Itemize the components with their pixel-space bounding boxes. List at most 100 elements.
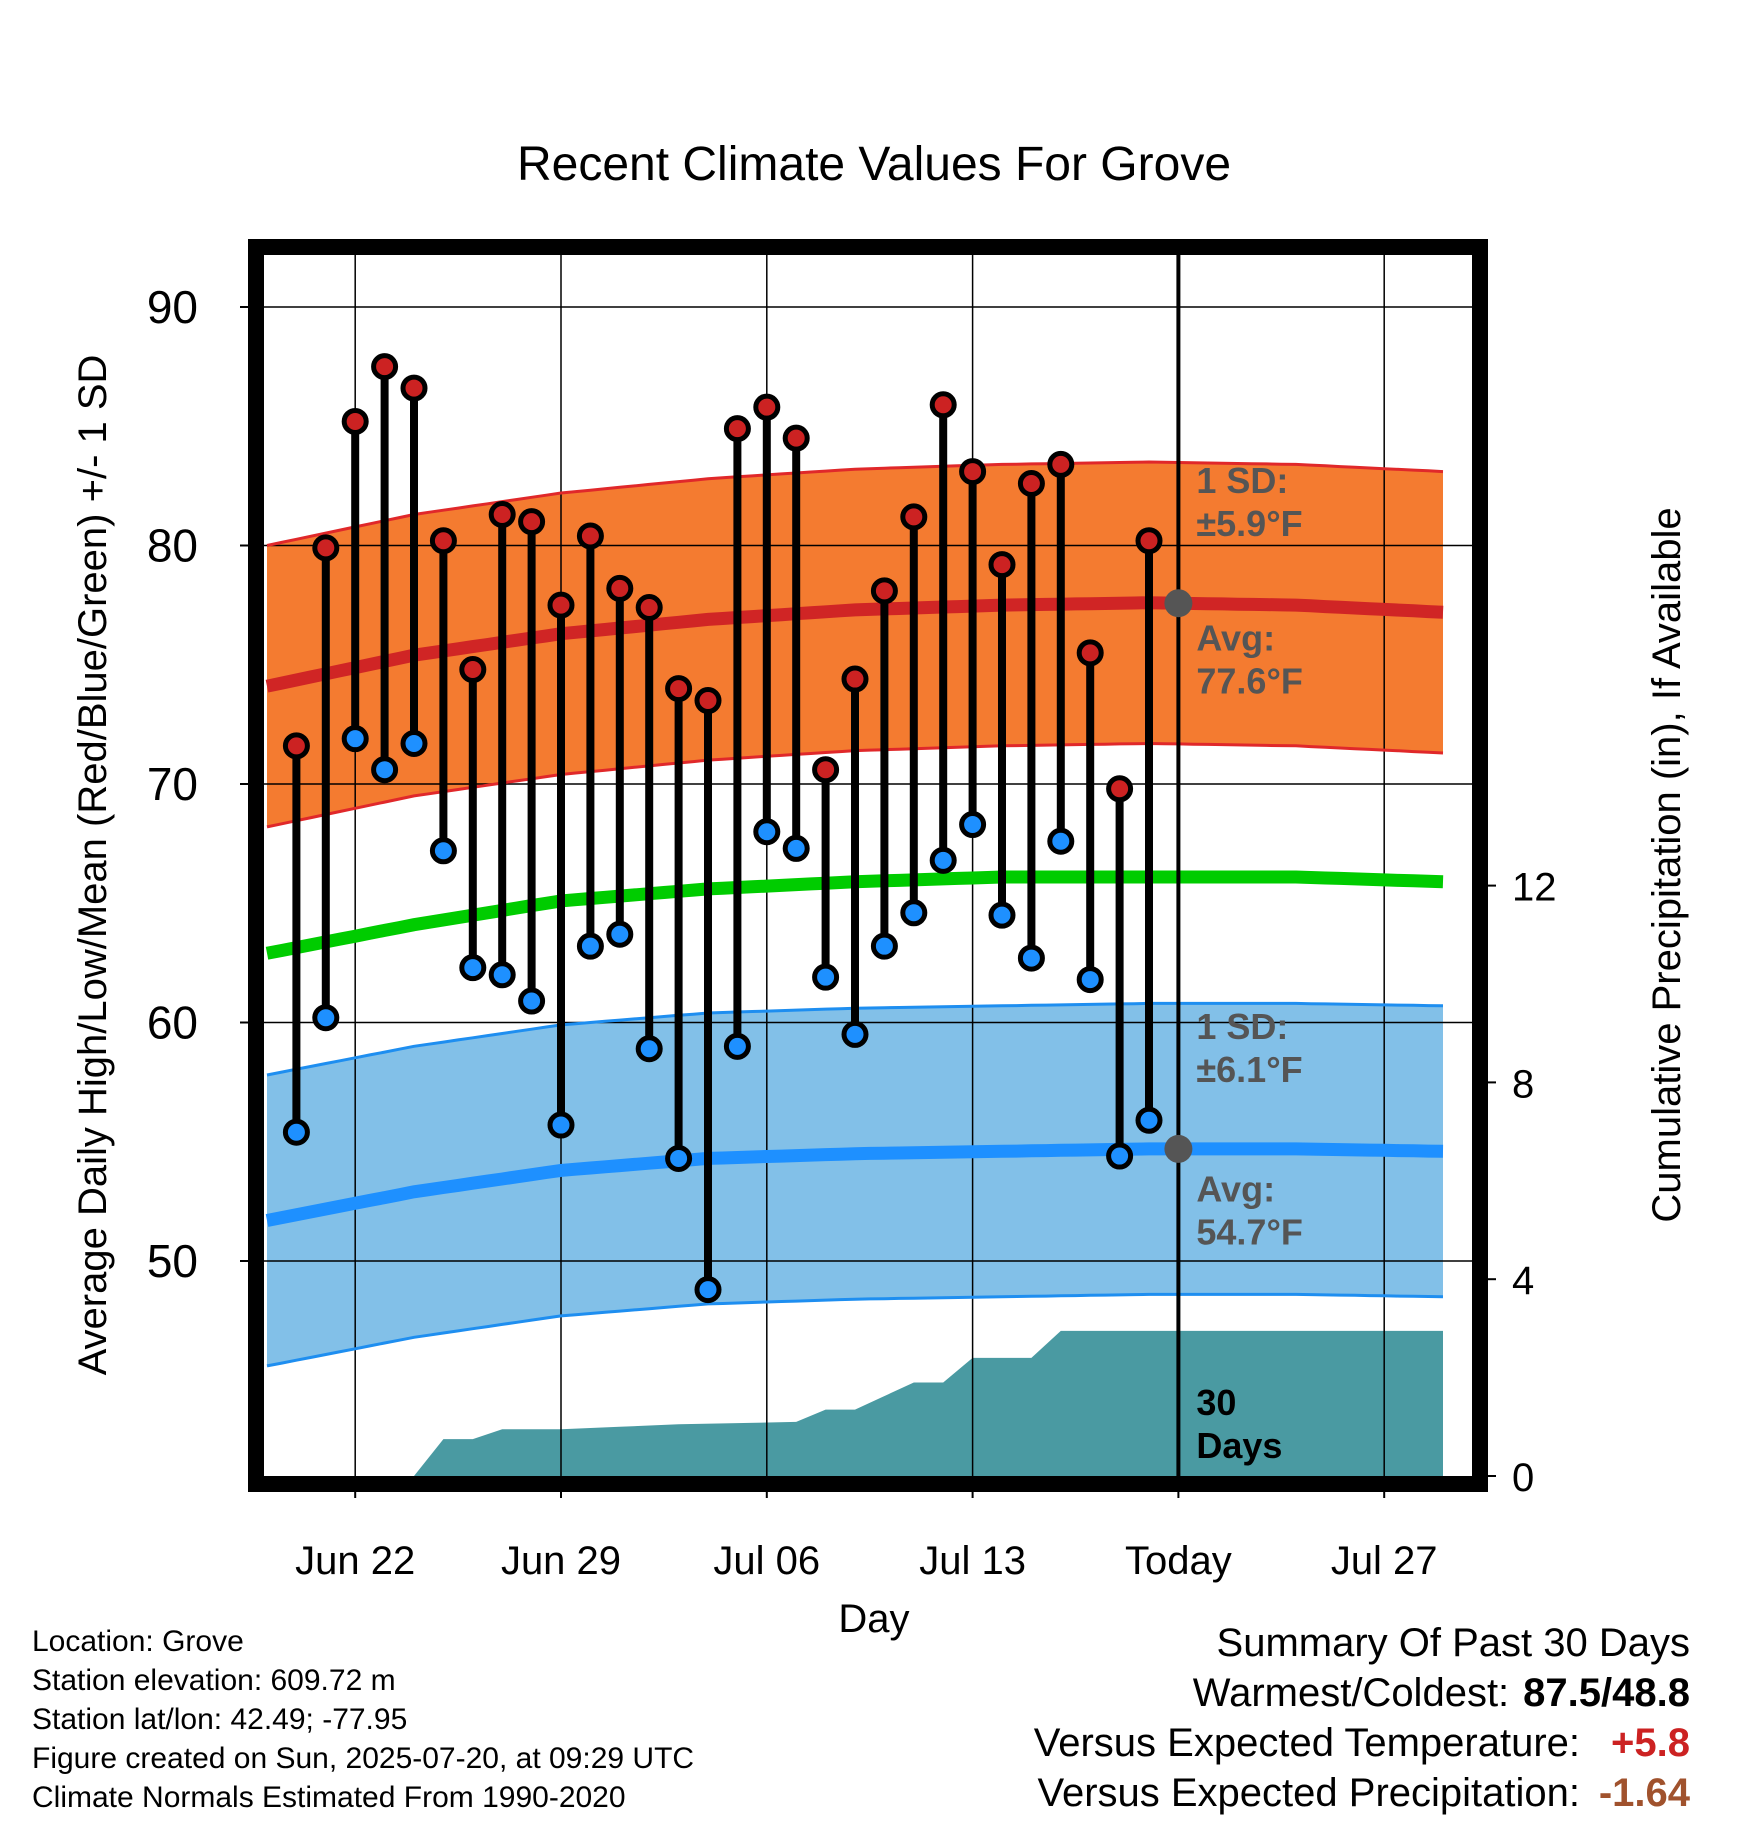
- high-avg-annotation: Avg:77.6°F: [1196, 617, 1302, 701]
- normal-high-line: [265, 596, 1444, 693]
- low-point: [282, 1118, 310, 1146]
- temp-anomaly-label: Versus Expected Temperature:: [1033, 1721, 1580, 1765]
- normal-low-line: [265, 1142, 1444, 1227]
- summary-panel: Summary Of Past 30 Days Warmest/Coldest:…: [1034, 1618, 1690, 1818]
- high-point: [488, 500, 516, 528]
- low-avg-annotation: Avg:54.7°F: [1196, 1168, 1302, 1252]
- low-point: [371, 756, 399, 784]
- high-point: [753, 393, 781, 421]
- low-sd-annotation: 1 SD:±6.1°F: [1196, 1006, 1302, 1090]
- high-point: [341, 407, 369, 435]
- station-info: Location: Grove Station elevation: 609.7…: [32, 1622, 694, 1817]
- low-point: [694, 1276, 722, 1304]
- bottom-tick-label: Today: [1125, 1539, 1232, 1583]
- latlon-text: Station lat/lon: 42.49; -77.95: [32, 1703, 408, 1736]
- low-point: [1106, 1142, 1134, 1170]
- high-point: [547, 591, 575, 619]
- y-axis-label: Average Daily High/Low/Mean (Red/Blue/Gr…: [71, 355, 115, 1376]
- bottom-axis: Jun 22 Jun 29 Jul 06 Jul 13 Today Jul 27: [295, 1484, 1438, 1583]
- left-tick-label: 50: [147, 1235, 198, 1287]
- low-point: [312, 1004, 340, 1032]
- high-point: [312, 534, 340, 562]
- low-point: [723, 1032, 751, 1060]
- high-sd-annotation: 1 SD:±5.9°F: [1196, 460, 1302, 544]
- low-point: [988, 901, 1016, 929]
- high-point: [400, 374, 428, 402]
- left-axis: 50 60 70 80 90: [147, 281, 256, 1382]
- low-point: [870, 932, 898, 960]
- bottom-tick-label: Jul 13: [919, 1539, 1026, 1583]
- low-sd-lower-edge: [266, 1292, 1444, 1368]
- low-point: [1047, 827, 1075, 855]
- temp-anomaly-value: +5.8: [1611, 1721, 1690, 1765]
- high-point: [929, 391, 957, 419]
- high-point: [900, 503, 928, 531]
- high-point: [1135, 527, 1163, 555]
- left-tick-label: 70: [147, 758, 198, 810]
- low-point: [400, 729, 428, 757]
- low-point: [812, 963, 840, 991]
- precip-anomaly-value: -1.64: [1598, 1771, 1690, 1815]
- high-point: [665, 675, 693, 703]
- low-point: [576, 932, 604, 960]
- low-avg-annotation-line: Avg:: [1196, 1168, 1275, 1209]
- daily-stems: [282, 353, 1163, 1304]
- y2-axis-label: Cumulative Precipitation (in), If Availa…: [1645, 507, 1689, 1222]
- right-tick-label: 0: [1512, 1456, 1534, 1500]
- x-axis-label: Day: [838, 1597, 909, 1641]
- left-tick-label: 90: [147, 281, 198, 333]
- high-sd-upper-edge: [266, 460, 1444, 547]
- low-point: [900, 899, 928, 927]
- chart-title: Recent Climate Values For Grove: [517, 138, 1231, 191]
- low-point: [1135, 1106, 1163, 1134]
- elevation-text: Station elevation: 609.72 m: [32, 1664, 396, 1697]
- high-point: [635, 594, 663, 622]
- created-text: Figure created on Sun, 2025-07-20, at 09…: [32, 1742, 695, 1775]
- warm-cold-value: 87.5/48.8: [1523, 1671, 1690, 1715]
- high-point: [723, 415, 751, 443]
- high-point: [1017, 469, 1045, 497]
- high-point: [1076, 639, 1104, 667]
- low-point: [518, 987, 546, 1015]
- low-point: [665, 1144, 693, 1172]
- low-point: [929, 846, 957, 874]
- low-point: [841, 1020, 869, 1048]
- high-point: [988, 551, 1016, 579]
- summary-title: Summary Of Past 30 Days: [1216, 1621, 1690, 1665]
- today-high-avg-marker: [1164, 589, 1193, 618]
- low-point: [782, 834, 810, 862]
- low-sd-annotation-line: 1 SD:: [1196, 1006, 1288, 1047]
- low-point: [488, 961, 516, 989]
- high-point: [959, 458, 987, 486]
- high-point: [606, 574, 634, 602]
- precip-area: [414, 1330, 1443, 1476]
- bottom-tick-label: Jun 22: [295, 1539, 415, 1583]
- high-sd-annotation-line: 1 SD:: [1196, 460, 1288, 501]
- low-point: [547, 1111, 575, 1139]
- high-sd-annotation-line: ±5.9°F: [1196, 503, 1302, 544]
- bottom-tick-label: Jul 27: [1331, 1539, 1438, 1583]
- left-tick-label: 60: [147, 997, 198, 1049]
- warm-cold-label: Warmest/Coldest:: [1192, 1671, 1510, 1715]
- low-sd-annotation-line: ±6.1°F: [1196, 1049, 1302, 1090]
- high-point: [518, 508, 546, 536]
- low-point: [1017, 944, 1045, 972]
- low-avg-annotation-line: 54.7°F: [1196, 1211, 1302, 1252]
- summary-warm-cold-row: Warmest/Coldest: 87.5/48.8: [1034, 1668, 1690, 1718]
- summary-precip-row: Versus Expected Precipitation: -1.64: [1034, 1768, 1690, 1818]
- low-point: [1076, 966, 1104, 994]
- high-point: [1047, 450, 1075, 478]
- plot-frame: [248, 239, 1488, 1492]
- high-point: [429, 527, 457, 555]
- high-point: [1106, 775, 1134, 803]
- high-point: [870, 577, 898, 605]
- low-point: [753, 818, 781, 846]
- high-point: [694, 687, 722, 715]
- bottom-tick-label: Jul 06: [713, 1539, 820, 1583]
- bottom-tick-label: Jun 29: [501, 1539, 621, 1583]
- today-low-avg-marker: [1164, 1134, 1193, 1163]
- high-avg-annotation-line: 77.6°F: [1196, 660, 1302, 701]
